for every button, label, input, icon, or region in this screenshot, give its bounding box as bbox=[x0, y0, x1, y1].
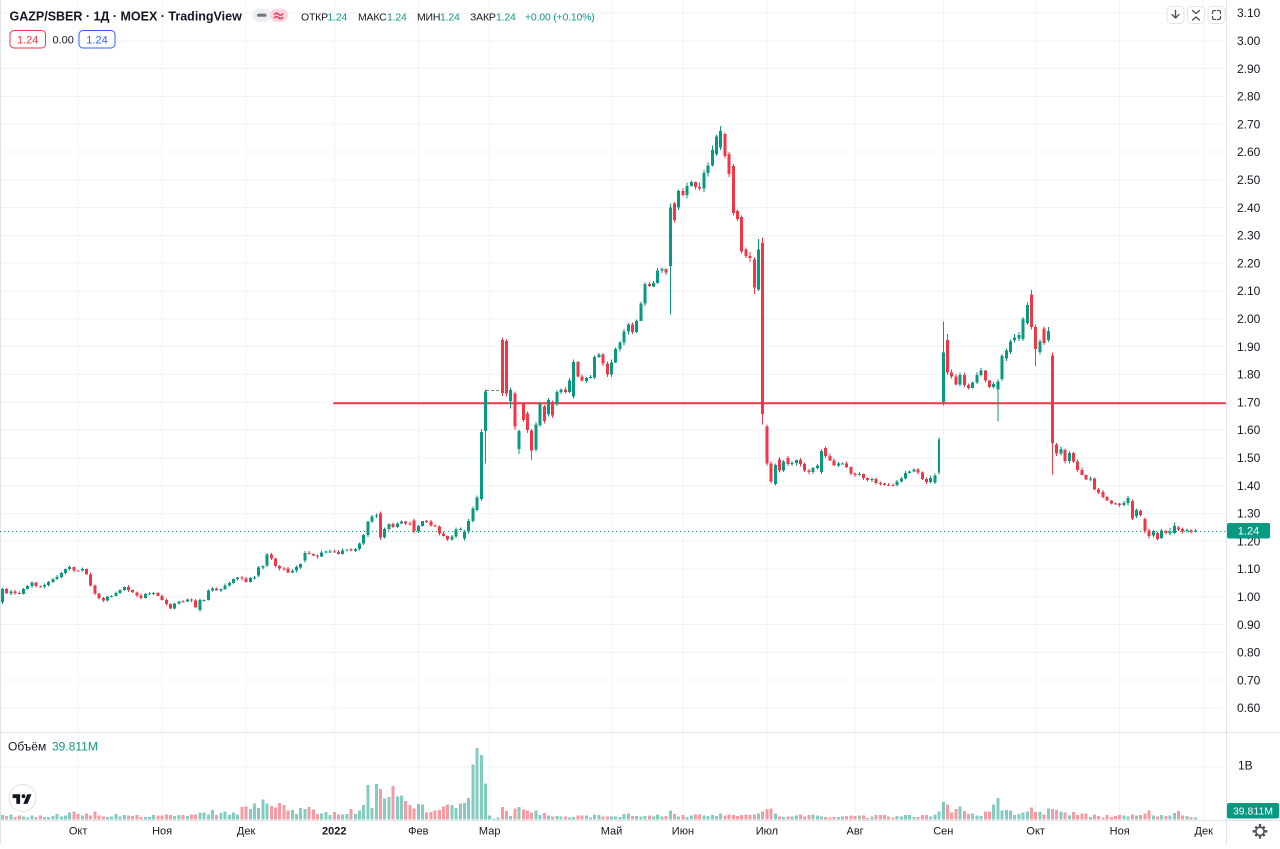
svg-text:2.10: 2.10 bbox=[1237, 284, 1261, 298]
svg-text:Ноя: Ноя bbox=[1110, 826, 1130, 838]
svg-text:2.00: 2.00 bbox=[1237, 312, 1261, 326]
svg-text:0.00: 0.00 bbox=[53, 35, 74, 47]
svg-text:Окт: Окт bbox=[69, 826, 88, 838]
svg-text:+0.00 (+0.10%): +0.00 (+0.10%) bbox=[525, 11, 595, 23]
svg-text:0.60: 0.60 bbox=[1237, 701, 1261, 715]
svg-text:0.80: 0.80 bbox=[1237, 646, 1261, 660]
svg-text:Сен: Сен bbox=[933, 826, 953, 838]
svg-text:Дек: Дек bbox=[237, 826, 256, 838]
svg-text:2.60: 2.60 bbox=[1237, 145, 1261, 159]
svg-text:1.24: 1.24 bbox=[328, 11, 348, 23]
svg-text:МИН: МИН bbox=[417, 11, 440, 23]
svg-text:3.10: 3.10 bbox=[1237, 6, 1261, 20]
svg-text:Окт: Окт bbox=[1026, 826, 1045, 838]
svg-text:2.90: 2.90 bbox=[1237, 62, 1261, 76]
svg-text:1.24: 1.24 bbox=[496, 11, 516, 23]
svg-text:1.24: 1.24 bbox=[17, 35, 38, 47]
svg-text:1.24: 1.24 bbox=[1238, 526, 1259, 538]
svg-text:1.50: 1.50 bbox=[1237, 451, 1261, 465]
svg-text:2022: 2022 bbox=[322, 826, 346, 838]
svg-text:Объём: Объём bbox=[8, 740, 46, 754]
svg-text:1.90: 1.90 bbox=[1237, 340, 1261, 354]
svg-text:2.80: 2.80 bbox=[1237, 90, 1261, 104]
svg-text:3.00: 3.00 bbox=[1237, 34, 1261, 48]
svg-text:1.10: 1.10 bbox=[1237, 562, 1261, 576]
svg-text:2.50: 2.50 bbox=[1237, 173, 1261, 187]
svg-text:1.30: 1.30 bbox=[1237, 507, 1261, 521]
svg-text:1B: 1B bbox=[1238, 759, 1253, 773]
svg-text:2.70: 2.70 bbox=[1237, 117, 1261, 131]
svg-text:Май: Май bbox=[601, 826, 623, 838]
svg-text:Июн: Июн bbox=[672, 826, 694, 838]
svg-text:1.24: 1.24 bbox=[86, 35, 107, 47]
svg-text:Мар: Мар bbox=[479, 826, 501, 838]
svg-text:39.811M: 39.811M bbox=[1233, 806, 1273, 818]
svg-text:1.00: 1.00 bbox=[1237, 590, 1261, 604]
svg-text:ЗАКР: ЗАКР bbox=[470, 11, 496, 23]
svg-text:Авг: Авг bbox=[846, 826, 863, 838]
svg-text:1.80: 1.80 bbox=[1237, 368, 1261, 382]
svg-text:1.60: 1.60 bbox=[1237, 423, 1261, 437]
svg-text:0.90: 0.90 bbox=[1237, 618, 1261, 632]
svg-text:1.24: 1.24 bbox=[440, 11, 460, 23]
svg-text:2.20: 2.20 bbox=[1237, 256, 1261, 270]
svg-text:МАКС: МАКС bbox=[358, 11, 387, 23]
svg-text:Дек: Дек bbox=[1195, 826, 1214, 838]
svg-text:1.70: 1.70 bbox=[1237, 395, 1261, 409]
svg-text:Ноя: Ноя bbox=[152, 826, 172, 838]
svg-text:1.24: 1.24 bbox=[387, 11, 407, 23]
svg-text:39.811M: 39.811M bbox=[52, 740, 98, 754]
svg-text:2.40: 2.40 bbox=[1237, 201, 1261, 215]
svg-text:2.30: 2.30 bbox=[1237, 229, 1261, 243]
svg-text:1.40: 1.40 bbox=[1237, 479, 1261, 493]
svg-text:Фев: Фев bbox=[408, 826, 428, 838]
svg-text:Июл: Июл bbox=[756, 826, 778, 838]
svg-text:0.70: 0.70 bbox=[1237, 673, 1261, 687]
svg-text:GAZP/SBER · 1Д · MOEX · Tradin: GAZP/SBER · 1Д · MOEX · TradingView bbox=[10, 9, 243, 23]
svg-text:ОТКР: ОТКР bbox=[301, 11, 328, 23]
